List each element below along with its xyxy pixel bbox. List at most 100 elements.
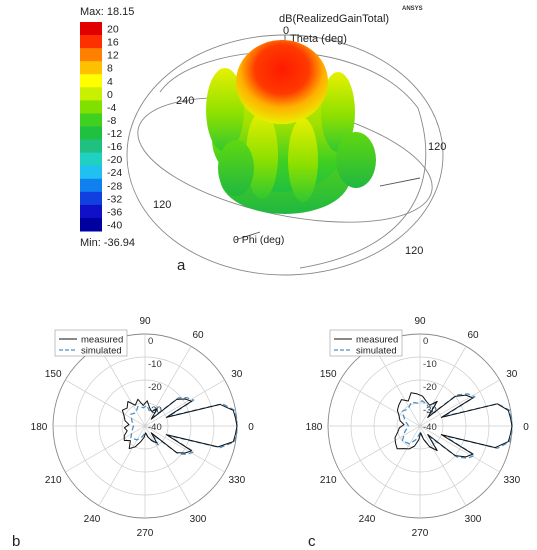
colorbar-swatch [80, 61, 102, 75]
colorbar-swatch [80, 100, 102, 114]
legend-label: simulated [81, 346, 122, 357]
angle-tick-label: 330 [228, 475, 245, 486]
angle-tick-label: 30 [506, 369, 518, 380]
polar-spoke [98, 425, 146, 506]
colorbar-tick-label: 16 [107, 37, 119, 49]
colorbar-tick-label: 0 [107, 89, 113, 101]
angle-tick-label: 300 [465, 514, 482, 525]
colorbar-tick-label: 8 [107, 63, 113, 75]
max-label: Max: 18.15 [80, 6, 134, 18]
angle-tick-label: 0 [523, 422, 529, 433]
polar-spoke [144, 346, 192, 427]
polar-spoke [144, 425, 225, 473]
ring-label-120-bottom: 120 [405, 245, 423, 257]
colorbar-tick-label: 4 [107, 76, 113, 88]
angle-tick-label: 90 [414, 316, 426, 327]
panel-b-polar-plot: 03060901201501802102402703003300-10-20-3… [31, 316, 255, 539]
colorbar-tick-label: -40 [107, 219, 122, 231]
colorbar-tick-label: 20 [107, 24, 119, 36]
side-lobe-front-right [336, 132, 376, 188]
angle-tick-label: 240 [84, 514, 101, 525]
ring-label-240: 240 [176, 95, 194, 107]
colorbar-tick-label: -24 [107, 167, 122, 179]
colorbar-tick-label: -12 [107, 128, 122, 140]
radial-tick-label: -20 [148, 382, 162, 393]
radial-tick-label: -20 [423, 382, 437, 393]
polar-spoke [373, 425, 421, 506]
radial-tick-label: -40 [148, 422, 162, 433]
angle-tick-label: 240 [359, 514, 376, 525]
side-lobe-left [206, 68, 244, 152]
angle-tick-label: 150 [320, 369, 337, 380]
colorbar-tick-label: -8 [107, 115, 116, 127]
min-label: Min: -36.94 [80, 237, 135, 249]
panel-c-polar-plot: 03060901201501802102402703003300-10-20-3… [306, 316, 530, 539]
theta-zero-label: 0 [283, 25, 289, 37]
radial-tick-label: -10 [423, 359, 437, 370]
polar-spoke [340, 425, 421, 473]
colorbar-swatch [80, 35, 102, 49]
polar-spoke [65, 425, 146, 473]
polar-spoke [373, 346, 421, 427]
polar-spoke [340, 379, 421, 427]
polar-spoke [98, 346, 146, 427]
radial-tick-label: -30 [423, 405, 437, 416]
gain-title: dB(RealizedGainTotal) [279, 13, 389, 25]
panel-label-a: a [177, 257, 186, 274]
colorbar-swatch [80, 152, 102, 167]
angle-tick-label: 210 [45, 475, 62, 486]
colorbar-swatch [80, 74, 102, 88]
radiation-pattern-3d [206, 40, 376, 214]
colorbar-tick-label: 12 [107, 50, 119, 62]
angle-tick-label: 180 [31, 422, 48, 433]
colorbar-swatch [80, 22, 102, 36]
angle-tick-label: 60 [467, 330, 479, 341]
legend-label: measured [356, 335, 398, 346]
colorbar-tick-label: -16 [107, 141, 122, 153]
side-lobe-lower-left [218, 140, 254, 196]
polar-spoke [419, 425, 467, 506]
angle-tick-label: 30 [231, 369, 243, 380]
colorbar-tick-label: -28 [107, 180, 122, 192]
angle-tick-label: 300 [190, 514, 207, 525]
colorbar-tick-label: -20 [107, 154, 122, 166]
ring-label-120-right: 120 [428, 141, 446, 153]
colorbar-swatch [80, 48, 102, 62]
theta-axis-label: Theta (deg) [290, 33, 347, 45]
ansys-brand: ANSYS [402, 6, 423, 12]
series-line-measured [121, 398, 238, 454]
series-line-simulated [130, 397, 238, 455]
colorbar-tick-label: -32 [107, 193, 122, 205]
colorbar-swatch [80, 126, 102, 141]
angle-tick-label: 60 [192, 330, 204, 341]
angle-tick-label: 210 [320, 475, 337, 486]
colorbar-swatch [80, 165, 102, 180]
main-lobe [236, 40, 328, 124]
polar-spoke [144, 379, 225, 427]
side-lobe-front-left [246, 111, 278, 199]
angle-tick-label: 330 [503, 475, 520, 486]
panel-label-c: c [308, 533, 316, 550]
angle-tick-label: 270 [137, 528, 154, 539]
colorbar-swatch [80, 217, 102, 232]
meridian-ring [159, 51, 427, 269]
legend-label: simulated [356, 346, 397, 357]
colorbar-tick-label: -4 [107, 102, 116, 114]
ring-label-120-left: 120 [153, 199, 171, 211]
x-axis-line [379, 177, 421, 187]
colorbar-swatch [80, 139, 102, 154]
angle-tick-label: 180 [306, 422, 323, 433]
legend-label: measured [81, 335, 123, 346]
series-line-simulated [401, 393, 513, 459]
panel-label-b: b [12, 533, 20, 550]
angle-tick-label: 90 [139, 316, 151, 327]
polar-spoke [144, 425, 192, 506]
colorbar-swatch [80, 204, 102, 219]
radial-tick-label: -40 [423, 422, 437, 433]
colorbar-tick-label: -36 [107, 206, 122, 218]
radial-tick-label: 0 [148, 336, 153, 347]
polar-spoke [419, 346, 467, 427]
side-lobe-right [321, 72, 355, 152]
